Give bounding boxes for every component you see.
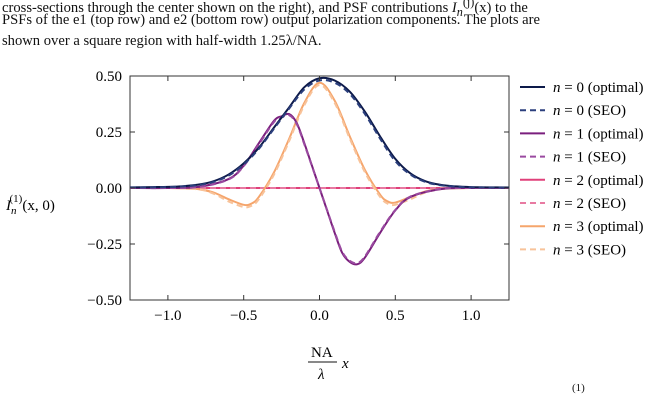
- legend: n = 0 (optimal) n = 0 (SEO) n = 1 (optimal…: [520, 80, 644, 258]
- y-tick-label: −0.25: [87, 237, 122, 253]
- x-axis-ticks: −1.0 −0.5 0.0 0.5 1.0: [154, 76, 480, 324]
- x-tick-label: 0.5: [386, 308, 405, 324]
- caption-line-3: shown over a square region with half-wid…: [2, 33, 322, 49]
- legend-label: n = 2 (SEO): [553, 196, 626, 212]
- x-tick-label: 1.0: [462, 308, 481, 324]
- legend-label: n = 1 (SEO): [553, 150, 626, 166]
- legend-label: n = 2 (optimal): [553, 173, 644, 189]
- y-tick-label: −0.50: [87, 293, 122, 309]
- caption-arg: (x): [474, 0, 492, 16]
- caption-line-2: PSFs of the e1 (top row) and e2 (bottom …: [2, 12, 540, 28]
- legend-label: n = 3 (SEO): [553, 242, 626, 258]
- caption-line-1: cross-sections through the center shown …: [2, 0, 528, 22]
- y-axis-label: In(1)(x, 0): [5, 193, 55, 217]
- axis-labels: In(1)(x, 0) NA λ x: [5, 193, 349, 383]
- caption-bottom-fragment: (1): [572, 382, 585, 394]
- caption-sup: (j): [462, 0, 475, 9]
- y-tick-label: 0.25: [96, 125, 122, 141]
- legend-label: n = 0 (optimal): [553, 80, 644, 96]
- x-tick-label: −1.0: [154, 308, 181, 324]
- legend-label: n = 1 (optimal): [553, 126, 644, 142]
- series-line-0: [129, 76, 510, 189]
- y-tick-label: 0.50: [96, 69, 122, 85]
- series-line-3: [129, 113, 510, 265]
- caption-sub: n: [456, 4, 463, 19]
- caption-symbol: I: [451, 0, 457, 16]
- series-line-7: [129, 83, 510, 209]
- x-tick-label: −0.5: [230, 308, 257, 324]
- x-axis-label-var: x: [341, 356, 349, 372]
- series-layer: [129, 76, 510, 266]
- caption-end: to the: [495, 0, 528, 16]
- x-axis-label-den: λ: [317, 367, 325, 383]
- legend-label: n = 0 (SEO): [553, 103, 626, 119]
- y-tick-label: 0.00: [96, 181, 122, 197]
- x-axis-label-num: NA: [311, 345, 333, 361]
- series-line-1: [129, 79, 510, 189]
- x-axis-label: NA λ x: [308, 345, 349, 383]
- x-tick-label: 0.0: [310, 308, 329, 324]
- legend-label: n = 3 (optimal): [553, 219, 644, 235]
- y-axis-ticks: −0.50 −0.25 0.00 0.25 0.50: [87, 69, 509, 309]
